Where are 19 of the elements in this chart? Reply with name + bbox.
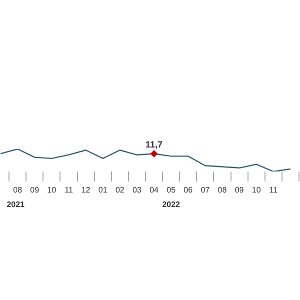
x-tick-label: 09 (234, 186, 244, 195)
text: 2022 (162, 200, 181, 209)
x-tick-label: 11 (269, 186, 278, 195)
x-tick-label: 08 (13, 186, 23, 195)
x-tick-label: 05 (166, 186, 176, 195)
x-tick-label: 10 (252, 186, 262, 195)
x-tick-label: 10 (47, 186, 57, 195)
text: 2021 (6, 200, 26, 209)
annotation: 11,7 (146, 140, 163, 150)
x-tick-label: 11 (64, 186, 74, 195)
x-tick-label: 02 (115, 186, 125, 195)
x-tick-label: 12 (81, 186, 91, 195)
x-tick-label: 01 (98, 186, 108, 195)
x-tick-label: 07 (200, 186, 210, 195)
x-tick-label: 08 (218, 186, 228, 195)
x-tick-label: 09 (30, 186, 40, 195)
x-tick-label: 03 (132, 186, 142, 195)
x-tick-label: 06 (184, 186, 194, 195)
x-tick-label: 04 (150, 186, 160, 195)
